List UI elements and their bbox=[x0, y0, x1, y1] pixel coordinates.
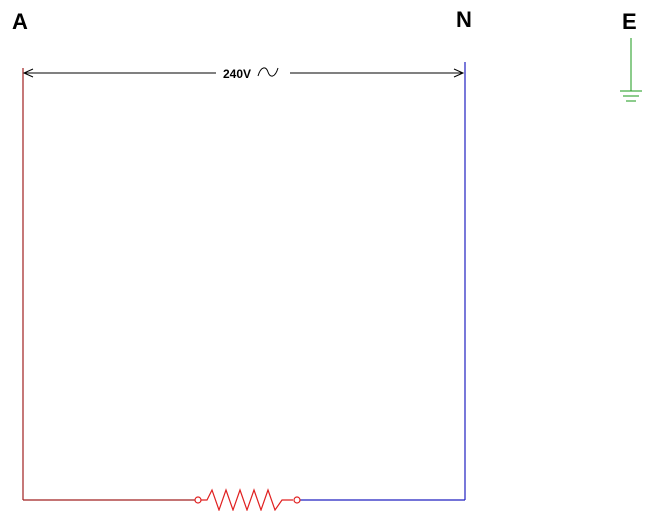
left-arrow-icon bbox=[22, 68, 34, 78]
terminal-label-earth: E bbox=[622, 9, 637, 34]
earth-ground-icon bbox=[620, 38, 642, 102]
active-wire bbox=[22, 68, 196, 501]
ac-wave-icon bbox=[257, 67, 279, 77]
neutral-wire bbox=[300, 62, 466, 501]
voltage-dimension: 240V bbox=[22, 67, 465, 81]
right-arrow-icon bbox=[453, 68, 465, 78]
terminal-label-active: A bbox=[12, 9, 28, 34]
voltage-label: 240V bbox=[223, 67, 251, 81]
resistor-terminal-left bbox=[194, 496, 202, 504]
resistor-terminal-right bbox=[293, 496, 301, 504]
terminal-label-neutral: N bbox=[456, 7, 472, 32]
resistor-icon bbox=[194, 488, 301, 511]
